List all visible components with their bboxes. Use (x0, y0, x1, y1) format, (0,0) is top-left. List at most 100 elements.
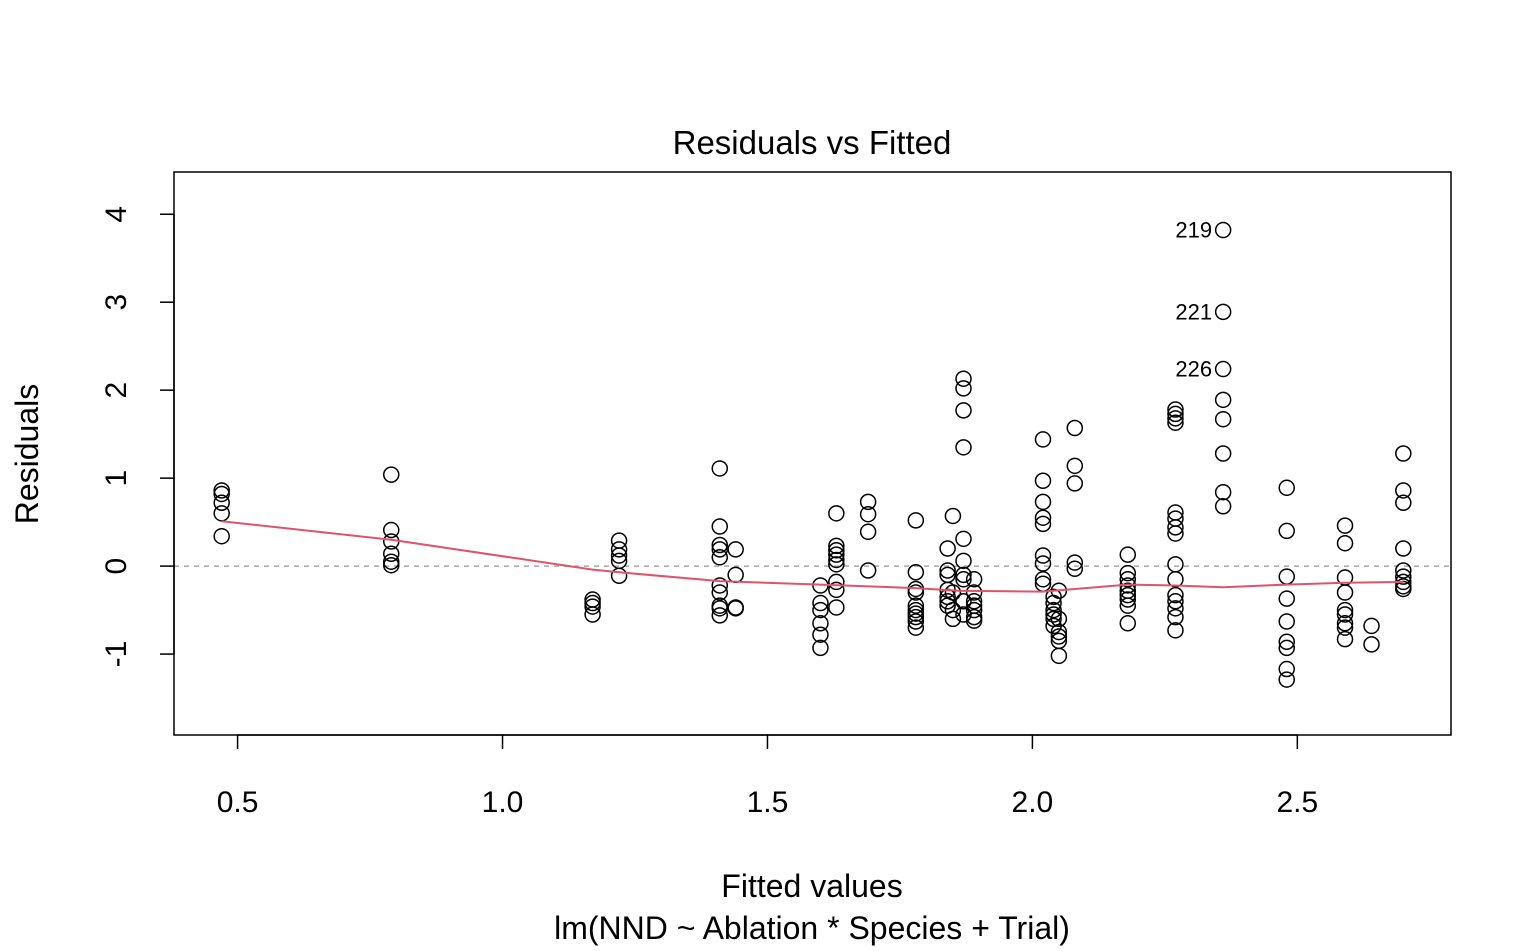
data-point (955, 370, 972, 387)
data-point (1336, 601, 1354, 619)
point-label: 221 (1175, 299, 1212, 324)
data-point (213, 482, 230, 499)
data-point (1214, 360, 1232, 378)
data-point (955, 380, 972, 397)
data-point (382, 521, 400, 539)
data-point (584, 598, 601, 615)
data-point (955, 552, 972, 570)
data-point (1066, 457, 1084, 475)
data-point (955, 530, 972, 548)
y-tick-label: 2 (100, 382, 133, 399)
data-point (1278, 522, 1295, 540)
data-point (1395, 494, 1412, 512)
data-point (711, 460, 729, 477)
data-point (828, 542, 845, 559)
data-point (1119, 586, 1137, 604)
data-point (1336, 534, 1354, 552)
data-point (1167, 608, 1184, 626)
data-point (1066, 554, 1084, 571)
point-label: 219 (1175, 218, 1212, 243)
data-point (610, 547, 628, 564)
data-point (812, 594, 829, 612)
data-point (828, 505, 845, 522)
x-tick-label: 1.0 (482, 786, 524, 819)
x-tick-label: 2.0 (1012, 786, 1054, 819)
data-point (711, 549, 729, 566)
y-tick-label: 4 (100, 206, 133, 223)
y-tick-label: -1 (100, 641, 133, 668)
data-point (1119, 591, 1137, 608)
data-point (859, 562, 877, 579)
data-point (965, 612, 983, 629)
data-point (1167, 519, 1184, 536)
data-point (955, 566, 972, 584)
data-point (1167, 405, 1184, 423)
data-point (828, 573, 845, 591)
data-point (1214, 483, 1232, 501)
data-point (727, 600, 744, 617)
data-point (1045, 601, 1062, 619)
data-point (1278, 660, 1295, 678)
data-point (1336, 517, 1354, 534)
data-point (1214, 221, 1232, 239)
data-point (1278, 479, 1295, 497)
data-point (812, 601, 829, 619)
data-point (828, 537, 845, 555)
data-point (382, 553, 400, 570)
point-labels: 219 221 226 (1175, 218, 1212, 382)
data-point (939, 593, 956, 610)
data-point (944, 507, 962, 525)
data-point (944, 610, 962, 628)
data-point (584, 606, 601, 623)
data-point (1034, 571, 1052, 588)
data-point (907, 613, 925, 630)
y-axis: -1 0 1 2 3 4 (100, 206, 175, 668)
data-point (1214, 498, 1232, 515)
data-point (965, 601, 983, 619)
data-point (1395, 540, 1412, 557)
data-point (1119, 571, 1137, 588)
data-point (812, 615, 829, 632)
data-point (1167, 593, 1184, 610)
data-point (965, 608, 983, 626)
data-point (1167, 410, 1184, 427)
data-point (944, 601, 962, 619)
data-point (828, 556, 845, 573)
data-point (907, 601, 925, 619)
data-point (1045, 606, 1062, 623)
data-point (1167, 622, 1184, 639)
data-point (711, 600, 729, 617)
data-point (1167, 586, 1184, 604)
data-point (965, 593, 983, 610)
point-label: 226 (1175, 357, 1212, 382)
data-point (1363, 636, 1380, 653)
data-point (711, 536, 729, 554)
data-point (1167, 571, 1184, 588)
data-point (1119, 546, 1137, 563)
data-point (727, 541, 744, 558)
data-point (907, 512, 925, 529)
data-point (1034, 547, 1052, 564)
data-point (1167, 401, 1184, 418)
data-point (1336, 630, 1354, 648)
data-point (812, 626, 829, 643)
data-point (1214, 391, 1232, 409)
data-point (1214, 303, 1232, 321)
data-point (1119, 597, 1137, 614)
data-point (711, 584, 729, 601)
smooth-line (221, 520, 1404, 593)
data-point (610, 567, 628, 585)
y-axis-label: Residuals (9, 384, 45, 525)
data-point (1167, 525, 1184, 542)
data-point (1395, 568, 1412, 585)
data-point (1050, 623, 1068, 641)
data-point (213, 494, 230, 512)
data-point (939, 540, 956, 557)
chart-subtitle: lm(NND ~ Ablation * Species + Trial) (554, 910, 1070, 946)
data-point (828, 546, 845, 563)
data-point (711, 607, 729, 624)
data-point (1395, 445, 1412, 462)
data-point (955, 593, 972, 610)
x-axis: 0.5 1.0 1.5 2.0 2.5 (217, 734, 1318, 819)
